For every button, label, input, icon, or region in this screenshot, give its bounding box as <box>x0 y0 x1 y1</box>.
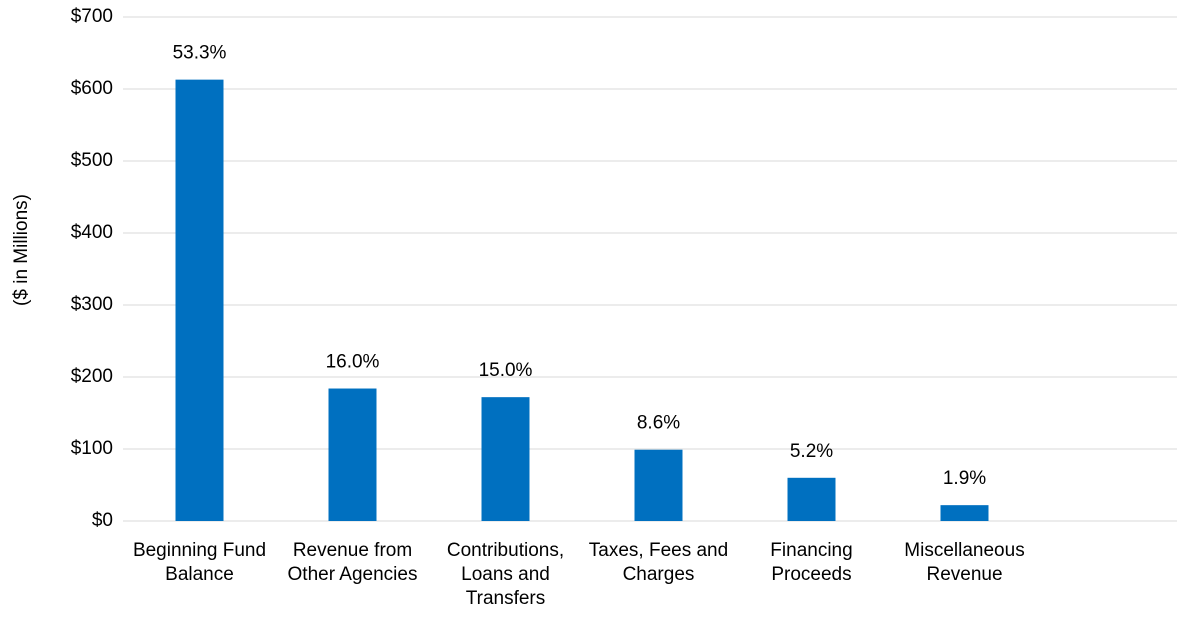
bar <box>175 79 224 521</box>
data-label: 16.0% <box>326 352 380 373</box>
bar <box>634 449 683 521</box>
y-tick-label: $0 <box>92 510 113 531</box>
x-tick-label: Contributions, Loans and Transfers <box>446 540 565 609</box>
y-tick-label: $400 <box>71 222 113 243</box>
x-tick-label: Taxes, Fees and Charges <box>588 540 729 585</box>
data-label: 15.0% <box>479 360 533 381</box>
data-label: 5.2% <box>790 441 833 462</box>
y-tick-label: $300 <box>71 294 113 315</box>
data-label: 1.9% <box>943 468 986 489</box>
bar <box>481 397 530 521</box>
y-tick-label: $100 <box>71 438 113 459</box>
y-tick-label: $500 <box>71 150 113 171</box>
x-tick-label: Revenue from Other Agencies <box>287 540 418 585</box>
x-tick-label: Financing Proceeds <box>770 540 853 585</box>
x-tick-label: Miscellaneous Revenue <box>904 540 1025 585</box>
bar <box>787 477 836 521</box>
y-tick-label: $600 <box>71 78 113 99</box>
data-label: 53.3% <box>173 43 227 64</box>
y-tick-label: $700 <box>71 6 113 27</box>
bar <box>940 505 989 521</box>
y-tick-label: $200 <box>71 366 113 387</box>
x-tick-label: Beginning Fund Balance <box>132 540 267 585</box>
y-axis-title: ($ in Millions) <box>11 194 32 306</box>
bar <box>328 388 377 521</box>
data-label: 8.6% <box>637 413 680 434</box>
